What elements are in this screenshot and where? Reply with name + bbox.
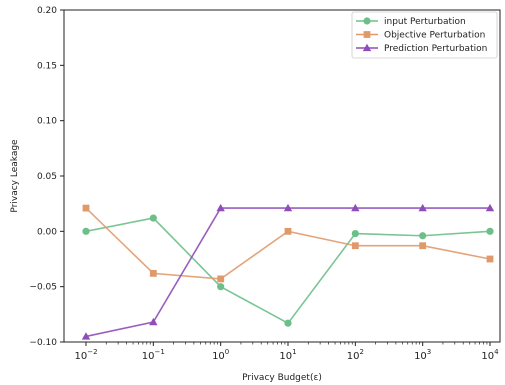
plot-area (63, 9, 501, 343)
x-axis: 10−2 10−1 100 101 102 103 104 (74, 342, 499, 362)
x-tick-exponent: 4 (494, 348, 499, 356)
series-layer (81, 203, 495, 340)
x-tick-label: 101 (279, 348, 296, 362)
data-point (283, 203, 293, 212)
x-tick-exponent: −2 (87, 348, 97, 356)
data-point (82, 227, 90, 235)
x-tick-label: 104 (481, 348, 499, 362)
y-tick-label: 0.05 (37, 172, 57, 182)
x-tick-label: 10−1 (142, 348, 165, 362)
legend-marker (363, 31, 371, 38)
data-point (149, 317, 158, 326)
legend: input Perturbation Objective Perturbation… (351, 11, 498, 59)
y-axis-label: Privacy Leakage (10, 139, 20, 213)
x-tick-base: 10 (74, 351, 87, 362)
legend-label: input Perturbation (384, 17, 466, 27)
x-tick-base: 10 (481, 351, 494, 362)
y-tick-label: 0.20 (37, 6, 57, 16)
x-tick-exponent: 0 (225, 348, 229, 356)
x-tick-exponent: 3 (427, 348, 431, 356)
legend-entry: input Perturbation (356, 17, 466, 27)
legend-entry: Objective Perturbation (356, 31, 485, 41)
y-tick-label: −0.05 (29, 283, 57, 293)
series-2 (82, 204, 494, 283)
data-point (216, 203, 225, 212)
data-point (351, 242, 359, 250)
legend-marker (363, 17, 371, 25)
legend-entry: Prediction Perturbation (356, 43, 487, 54)
y-axis: −0.10 −0.05 0.00 0.05 0.10 0.15 0.20 (29, 6, 64, 348)
y-tick-label: −0.10 (29, 338, 57, 348)
data-point (419, 242, 427, 250)
legend-label: Objective Perturbation (384, 31, 485, 41)
x-axis-label: Privacy Budget(ε) (242, 373, 322, 383)
data-point (82, 204, 90, 212)
legend-box (351, 11, 498, 59)
x-tick-base: 10 (142, 351, 155, 362)
y-tick-label: 0.10 (37, 117, 57, 127)
series-1 (82, 214, 494, 327)
y-tick-label: 0.00 (37, 227, 57, 237)
x-tick-base: 10 (414, 351, 427, 362)
data-point (217, 275, 225, 283)
data-point (485, 203, 495, 212)
x-tick-base: 10 (279, 351, 292, 362)
data-point (351, 229, 359, 238)
data-point (486, 227, 494, 235)
data-point (149, 269, 157, 277)
x-tick-exponent: 1 (292, 348, 296, 356)
series-3 (81, 203, 495, 340)
data-point (149, 214, 157, 222)
legend-marker (362, 43, 372, 52)
x-tick-label: 103 (414, 348, 431, 362)
x-tick-label: 102 (347, 348, 364, 362)
x-tick-base: 10 (347, 351, 360, 362)
data-point (217, 283, 225, 291)
data-point (284, 319, 292, 327)
x-tick-label: 10−2 (74, 348, 97, 362)
x-tick-label: 100 (212, 348, 229, 362)
data-point (81, 332, 91, 340)
x-tick-base: 10 (212, 351, 225, 362)
legend-label: Prediction Perturbation (384, 44, 487, 54)
data-point (486, 255, 494, 263)
data-point (419, 232, 427, 240)
x-tick-exponent: 2 (359, 348, 363, 356)
y-tick-label: 0.15 (37, 61, 57, 71)
data-point (284, 227, 292, 235)
data-point (418, 203, 427, 212)
data-point (351, 203, 360, 212)
x-tick-exponent: −1 (155, 348, 165, 356)
